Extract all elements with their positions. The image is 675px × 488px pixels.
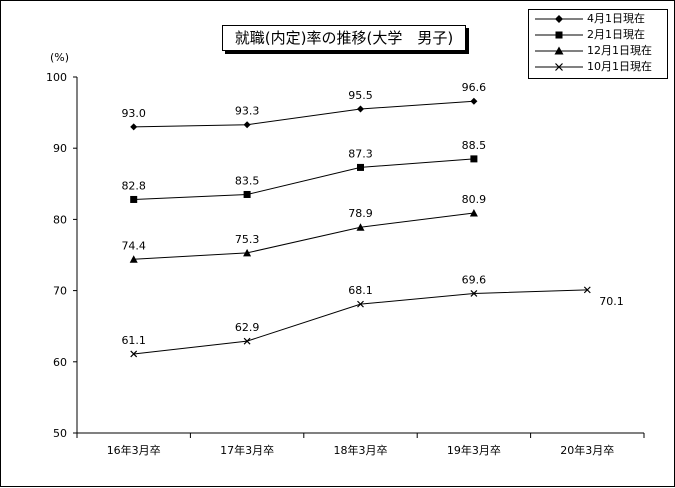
axes: 50 60 70 80 90 100 16年3月卒 17年3月卒 18年3月卒 19年3月卒 20年… <box>46 71 645 457</box>
y-tick-label: 50 <box>53 427 67 440</box>
chart-title: 就職(内定)率の推移(大学 男子) <box>222 25 466 51</box>
series-line <box>133 158 474 200</box>
y-tick-label: 90 <box>53 142 67 155</box>
x-tick-label: 17年3月卒 <box>220 443 274 457</box>
legend-label: 10月1日現在 <box>587 60 652 73</box>
series-0 <box>130 97 478 131</box>
legend-square-marker-icon <box>535 31 583 39</box>
legend-item-dec: 12月1日現在 <box>529 43 667 59</box>
series-line <box>133 212 474 260</box>
triangle-point <box>243 248 252 257</box>
x-tick-label: 19年3月卒 <box>447 443 501 457</box>
y-tick-label: 70 <box>53 285 67 298</box>
square-point <box>243 190 251 198</box>
data-label: 68.1 <box>348 284 373 297</box>
diamond-point <box>357 105 364 113</box>
legend-item-feb: 2月1日現在 <box>529 27 667 43</box>
diamond-point <box>243 121 251 129</box>
data-label: 93.0 <box>121 107 146 120</box>
data-label: 61.1 <box>121 334 146 347</box>
data-label: 95.5 <box>348 89 373 102</box>
data-label: 62.9 <box>235 321 260 334</box>
x-tick-label: 18年3月卒 <box>334 443 388 457</box>
data-label: 70.1 <box>599 295 624 308</box>
data-labels: 93.0 93.3 95.5 96.6 82.8 83.5 87.3 88.5 74.4 75.3… <box>121 81 623 347</box>
x-tick-label: 16年3月卒 <box>107 443 161 457</box>
cross-point <box>470 290 478 297</box>
data-label: 82.8 <box>121 179 146 192</box>
square-point <box>357 163 364 171</box>
series-lines <box>129 97 591 358</box>
series-1 <box>130 155 478 203</box>
y-tick-label: 100 <box>46 71 67 84</box>
series-3 <box>130 286 591 358</box>
cross-point <box>357 300 364 308</box>
triangle-point <box>356 223 365 231</box>
diamond-point <box>130 123 138 131</box>
y-tick-label: 80 <box>53 213 67 226</box>
cross-point <box>130 350 138 358</box>
data-label: 69.6 <box>462 273 487 286</box>
y-axis-unit: (%) <box>50 51 70 64</box>
series-2 <box>129 208 478 263</box>
data-label: 93.3 <box>235 105 260 118</box>
data-label: 96.6 <box>462 81 487 94</box>
data-label: 80.9 <box>462 193 487 206</box>
series-line <box>133 100 474 128</box>
data-label: 87.3 <box>348 147 373 160</box>
legend-cross-marker-icon <box>535 63 583 71</box>
legend-item-oct: 10月1日現在 <box>529 59 667 75</box>
cross-point <box>243 337 251 345</box>
triangle-point <box>469 208 478 217</box>
triangle-point <box>129 255 138 263</box>
legend: 4月1日現在 2月1日現在 12月1日現在 10月1日現在 <box>528 9 668 79</box>
legend-diamond-marker-icon <box>535 15 583 23</box>
y-tick-label: 60 <box>53 356 67 369</box>
legend-triangle-marker-icon <box>535 46 583 55</box>
cross-point <box>583 286 591 294</box>
data-label: 75.3 <box>235 233 260 246</box>
square-point <box>130 195 138 203</box>
series-line <box>133 289 588 355</box>
legend-label: 12月1日現在 <box>587 44 652 57</box>
data-label: 74.4 <box>121 239 146 252</box>
diamond-point <box>470 97 478 105</box>
x-tick-label: 20年3月卒 <box>560 443 614 457</box>
square-point <box>470 155 478 163</box>
legend-item-apr: 4月1日現在 <box>529 11 667 27</box>
legend-label: 2月1日現在 <box>587 28 645 41</box>
legend-label: 4月1日現在 <box>587 12 645 25</box>
data-label: 78.9 <box>348 207 373 220</box>
data-label: 88.5 <box>462 139 487 152</box>
data-label: 83.5 <box>235 174 260 187</box>
